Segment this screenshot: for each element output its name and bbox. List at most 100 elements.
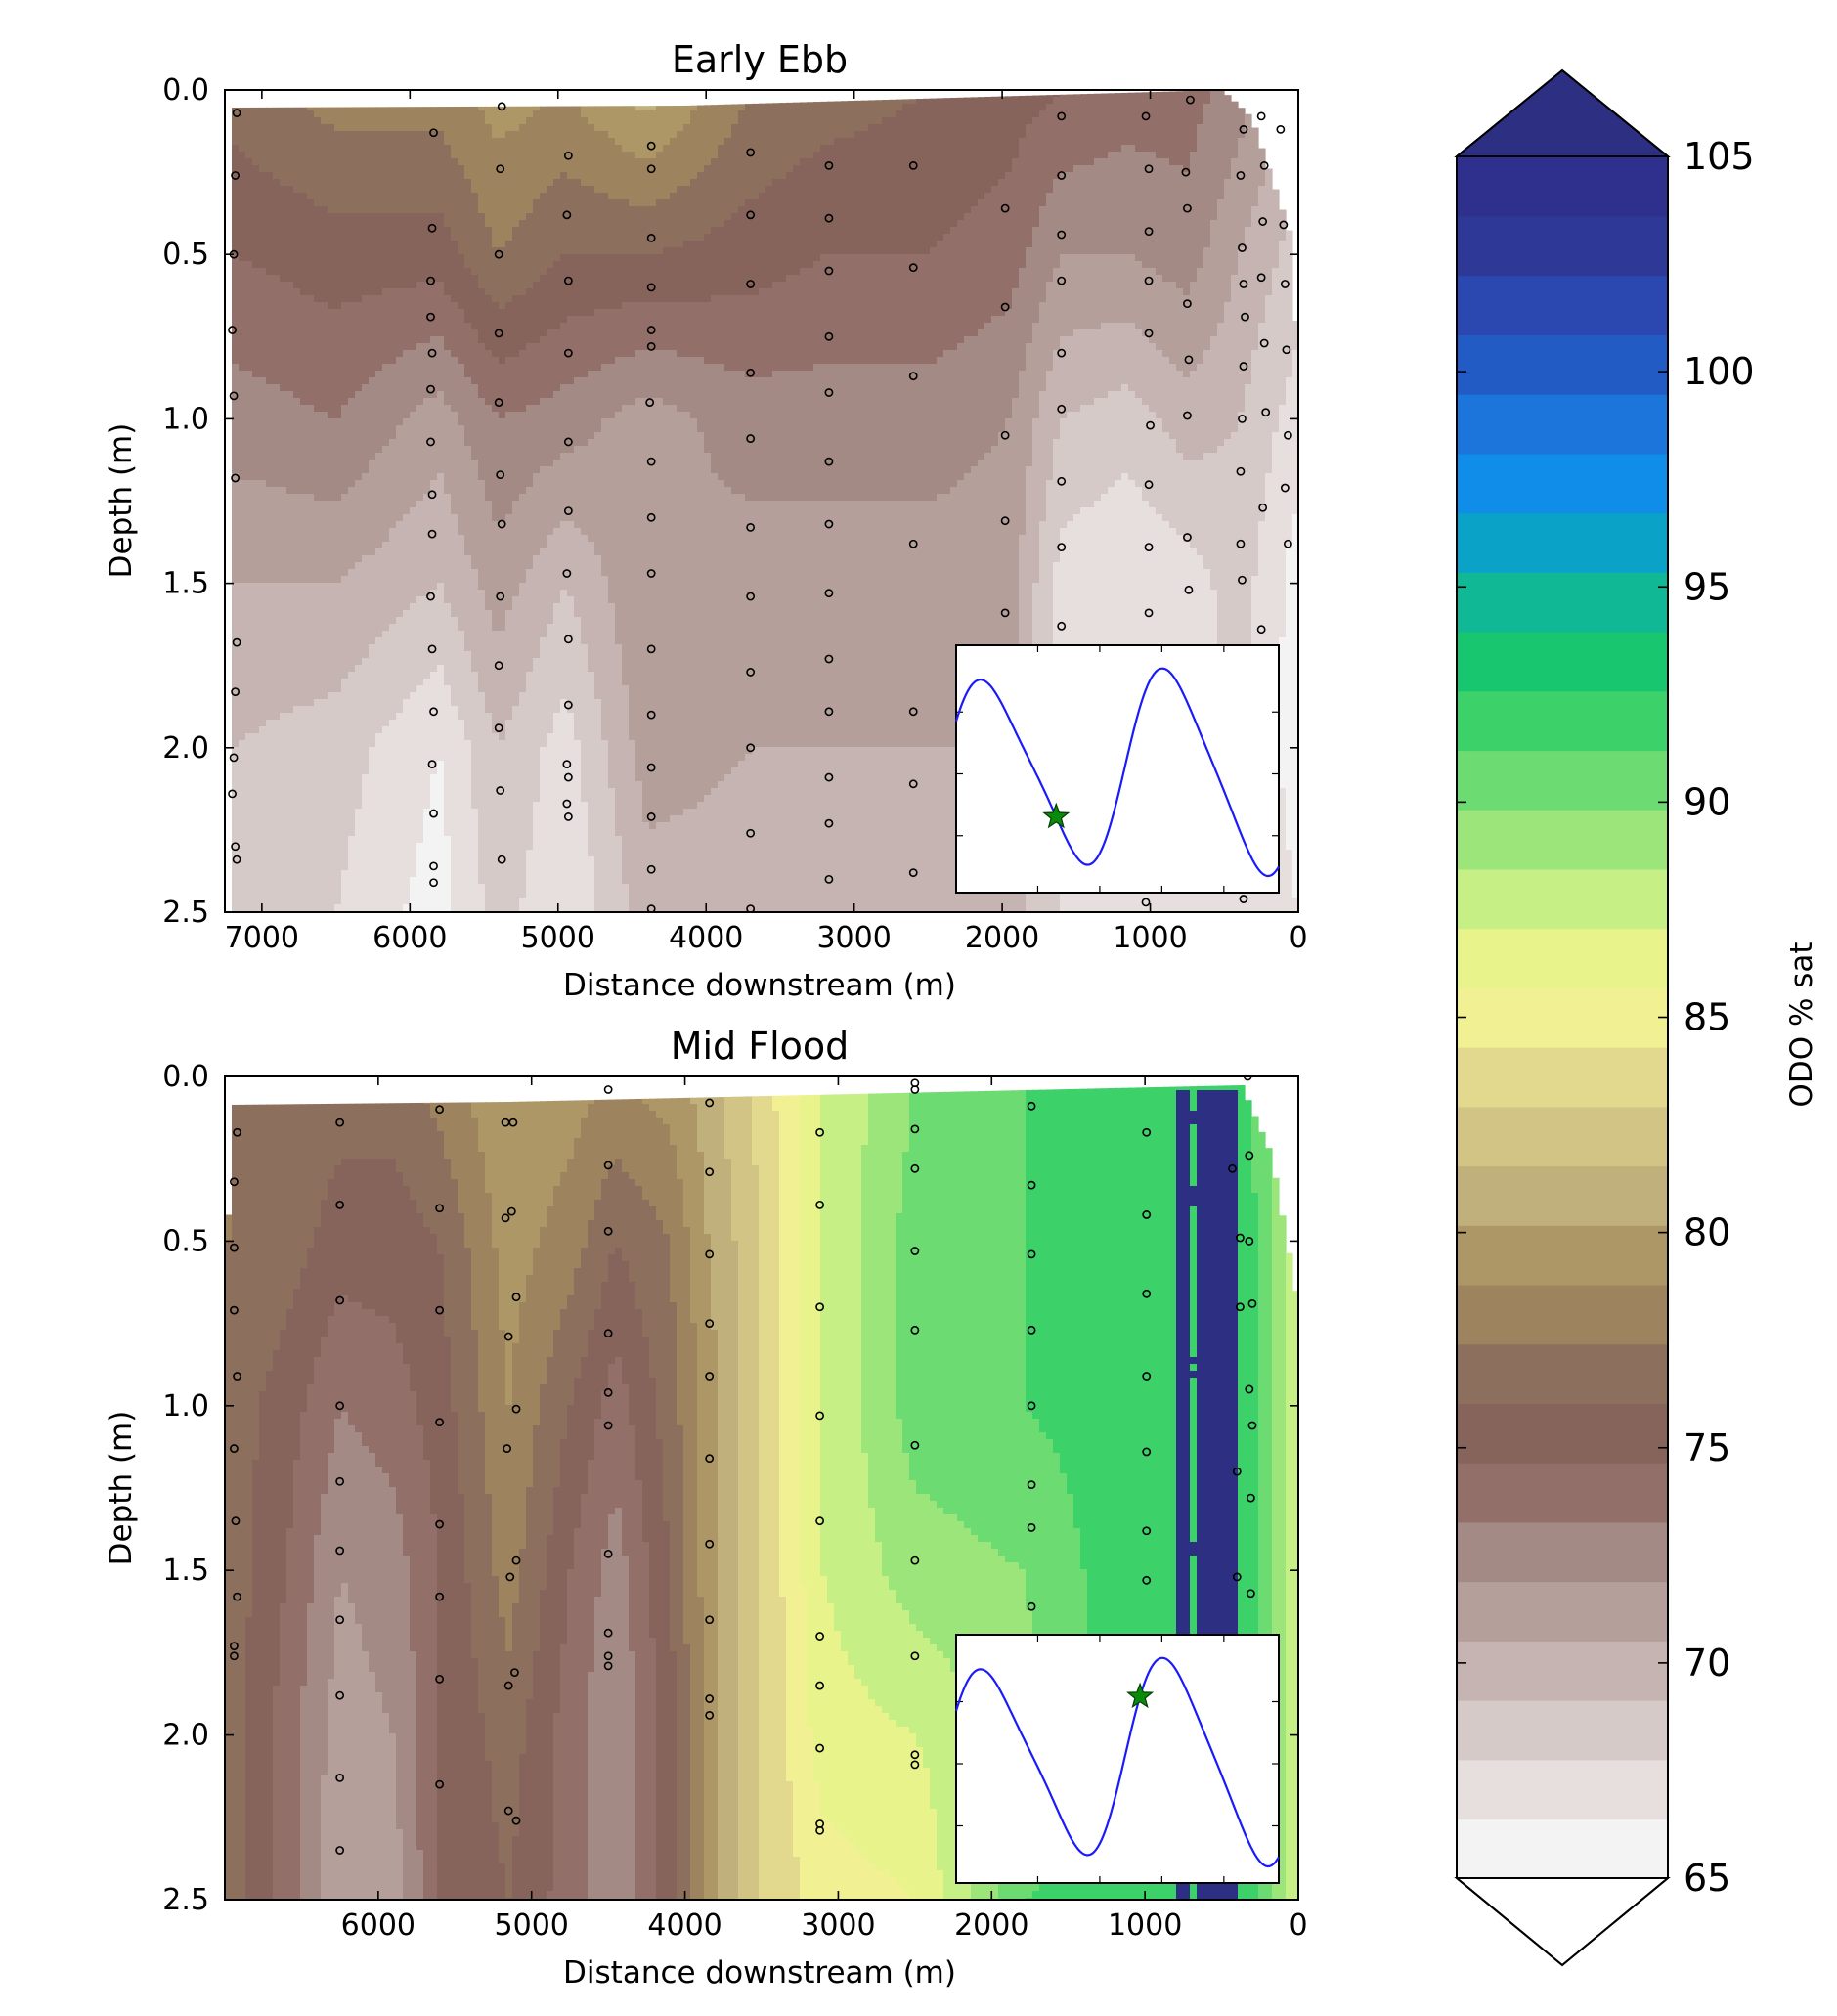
contour-cell bbox=[430, 802, 438, 810]
contour-cell bbox=[348, 302, 356, 310]
contour-cell bbox=[348, 473, 356, 481]
contour-cell bbox=[396, 548, 404, 556]
contour-cell bbox=[485, 282, 493, 289]
contour-cell bbox=[423, 336, 431, 344]
contour-cell bbox=[389, 672, 397, 679]
contour-cell bbox=[437, 371, 445, 378]
contour-cell bbox=[471, 432, 479, 440]
contour-cell bbox=[293, 740, 301, 748]
contour-cell bbox=[423, 282, 431, 289]
contour-cell bbox=[273, 336, 281, 344]
contour-cell bbox=[293, 117, 301, 125]
contour-cell bbox=[437, 117, 445, 125]
contour-cell bbox=[239, 199, 246, 207]
contour-cell bbox=[471, 548, 479, 556]
contour-cell bbox=[266, 261, 274, 269]
contour-cell bbox=[478, 822, 486, 830]
contour-cell bbox=[259, 590, 267, 597]
contour-cell bbox=[341, 343, 349, 351]
contour-cell bbox=[328, 268, 335, 276]
contour-cell bbox=[286, 213, 294, 221]
contour-cell bbox=[245, 740, 253, 748]
contour-cell bbox=[239, 822, 246, 830]
contour-cell bbox=[458, 672, 465, 679]
contour-cell bbox=[396, 453, 404, 460]
contour-cell bbox=[314, 740, 322, 748]
contour-cell bbox=[437, 692, 445, 700]
contour-cell bbox=[341, 548, 349, 556]
contour-cell bbox=[266, 107, 274, 111]
contour-cell bbox=[410, 309, 417, 317]
contour-cell bbox=[430, 781, 438, 789]
contour-cell bbox=[403, 802, 411, 810]
contour-cell bbox=[328, 282, 335, 289]
contour-cell bbox=[266, 268, 274, 276]
contour-cell bbox=[389, 856, 397, 864]
contour-cell bbox=[430, 405, 438, 413]
contour-cell bbox=[362, 329, 370, 337]
contour-cell bbox=[416, 323, 424, 330]
contour-cell bbox=[321, 350, 328, 358]
contour-cell bbox=[423, 316, 431, 324]
contour-cell bbox=[334, 514, 342, 522]
contour-cell bbox=[396, 158, 404, 166]
contour-cell bbox=[355, 206, 363, 214]
contour-cell bbox=[259, 877, 267, 885]
contour-cell bbox=[512, 391, 520, 399]
contour-cell bbox=[458, 637, 465, 645]
contour-cell bbox=[341, 672, 349, 679]
contour-cell bbox=[266, 596, 274, 604]
contour-cell bbox=[321, 596, 328, 604]
contour-cell bbox=[245, 234, 253, 241]
contour-cell bbox=[437, 891, 445, 898]
contour-cell bbox=[485, 685, 493, 693]
contour-cell bbox=[293, 583, 301, 591]
contour-cell bbox=[348, 241, 356, 248]
contour-cell bbox=[293, 254, 301, 262]
contour-cell bbox=[328, 569, 335, 577]
contour-cell bbox=[403, 706, 411, 714]
contour-cell bbox=[232, 829, 240, 837]
contour-cell bbox=[232, 391, 240, 399]
contour-cell bbox=[389, 124, 397, 132]
contour-cell bbox=[512, 617, 520, 625]
contour-cell bbox=[512, 117, 520, 125]
contour-cell bbox=[499, 186, 506, 194]
contour-cell bbox=[389, 651, 397, 659]
contour-cell bbox=[492, 624, 500, 632]
contour-cell bbox=[348, 282, 356, 289]
contour-cell bbox=[499, 809, 506, 816]
contour-cell bbox=[362, 617, 370, 625]
contour-cell bbox=[451, 371, 459, 378]
contour-cell bbox=[471, 843, 479, 851]
contour-cell bbox=[314, 460, 322, 467]
contour-cell bbox=[280, 405, 287, 413]
contour-cell bbox=[444, 713, 452, 721]
contour-cell bbox=[416, 672, 424, 679]
contour-cell bbox=[232, 590, 240, 597]
contour-cell bbox=[293, 172, 301, 180]
contour-cell bbox=[259, 699, 267, 707]
contour-cell bbox=[464, 685, 472, 693]
contour-cell bbox=[369, 501, 376, 508]
contour-cell bbox=[478, 418, 486, 426]
contour-cell bbox=[375, 206, 383, 214]
contour-cell bbox=[280, 179, 287, 187]
contour-cell bbox=[280, 583, 287, 591]
contour-cell bbox=[355, 856, 363, 864]
contour-cell bbox=[464, 624, 472, 632]
contour-cell bbox=[266, 685, 274, 693]
contour-cell bbox=[266, 329, 274, 337]
contour-cell bbox=[382, 898, 390, 905]
contour-cell bbox=[245, 562, 253, 570]
contour-cell bbox=[416, 904, 424, 912]
contour-cell bbox=[252, 521, 260, 529]
contour-cell bbox=[499, 877, 506, 885]
contour-cell bbox=[451, 637, 459, 645]
contour-cell bbox=[512, 754, 520, 762]
contour-cell bbox=[239, 186, 246, 194]
contour-cell bbox=[389, 364, 397, 372]
contour-cell bbox=[444, 193, 452, 200]
contour-cell bbox=[286, 699, 294, 707]
contour-cell bbox=[478, 706, 486, 714]
